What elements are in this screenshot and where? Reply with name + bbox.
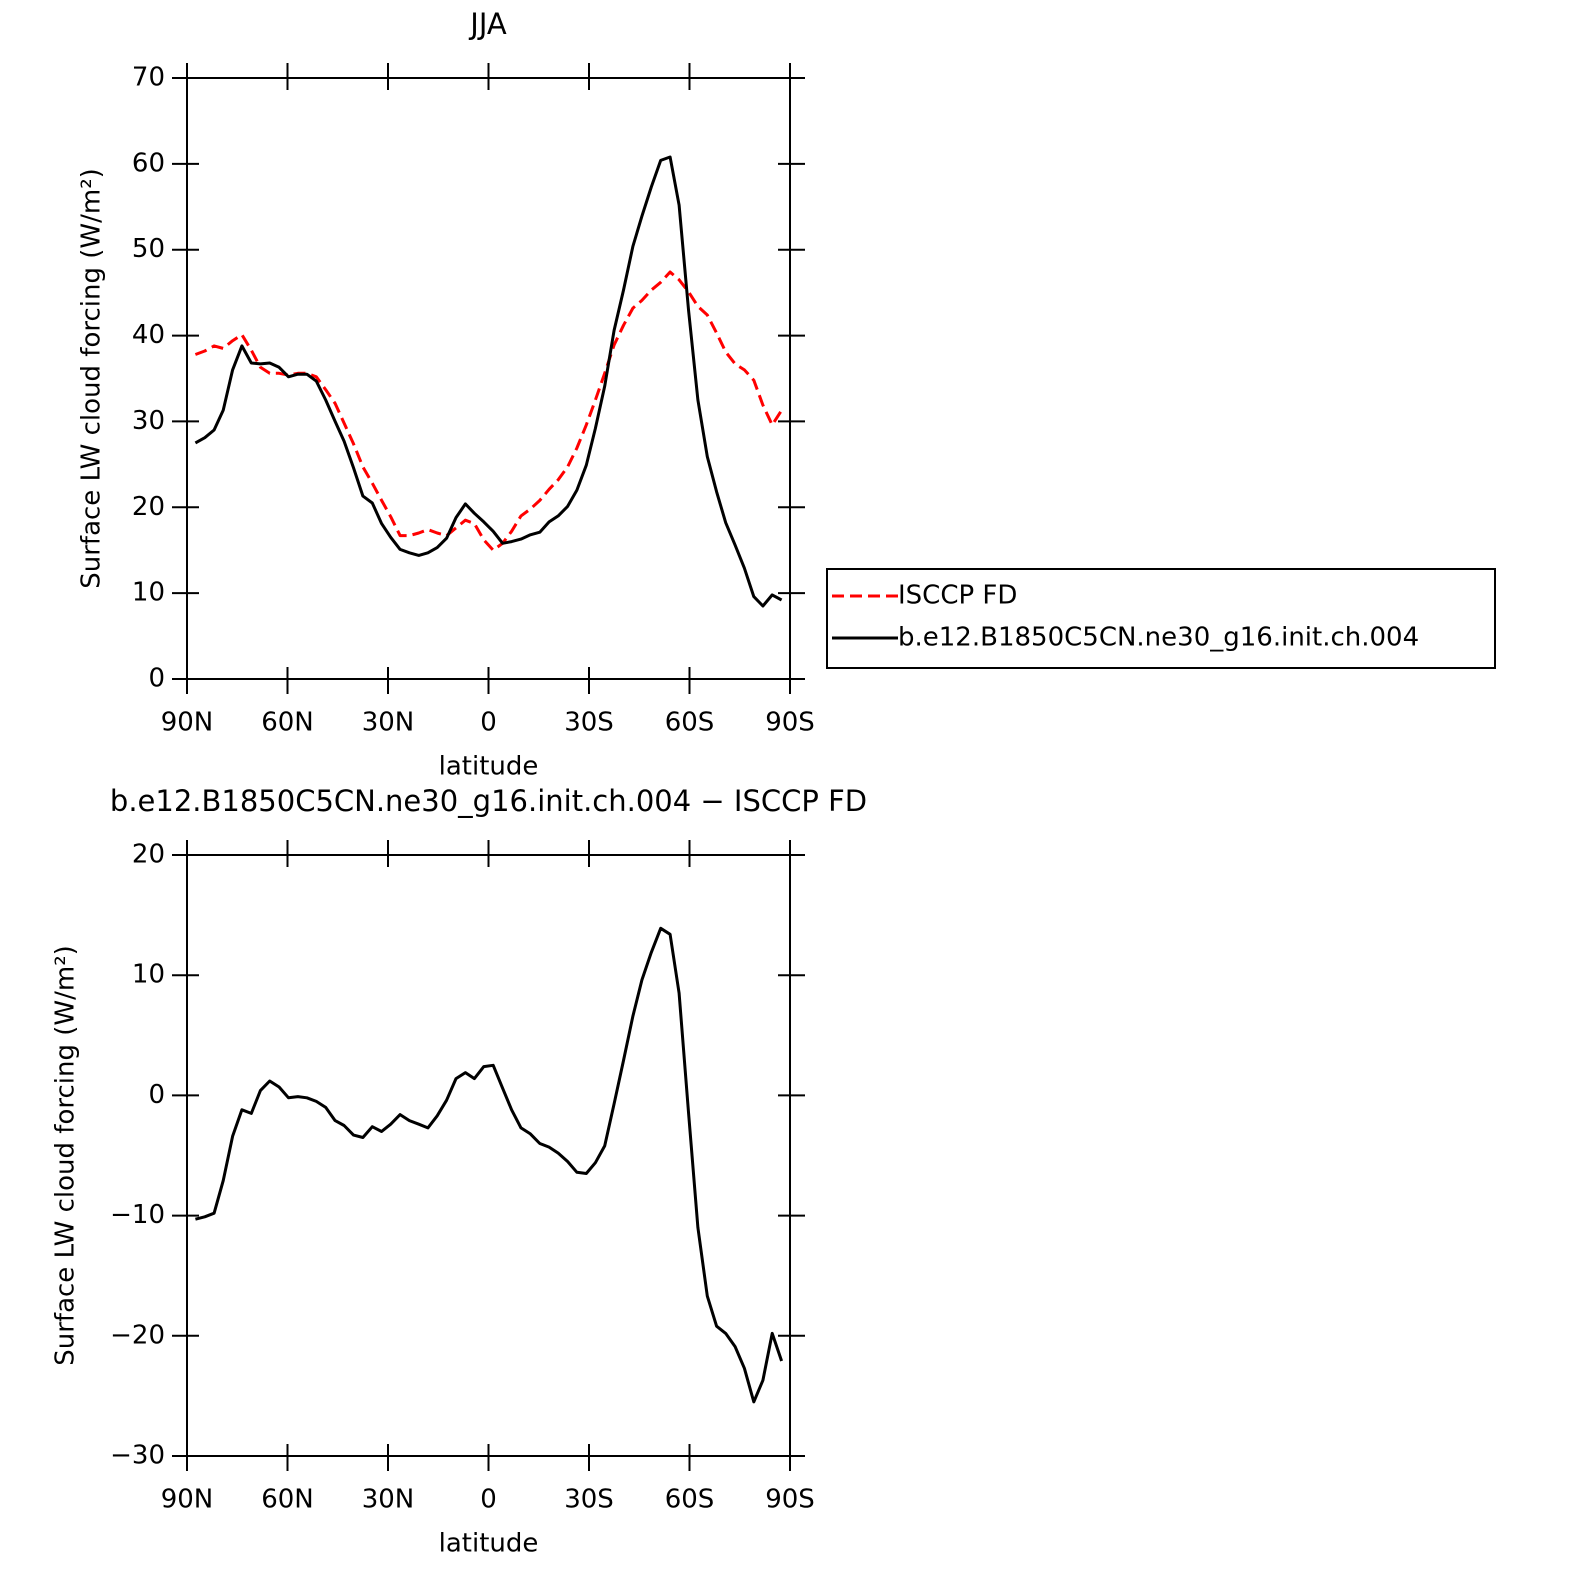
- x-axis-label: latitude: [439, 1529, 539, 1559]
- y-tick-label: −10: [110, 1200, 165, 1230]
- data-line: [195, 926, 784, 1404]
- x-tick-label: 30S: [564, 708, 614, 738]
- x-tick-label: 30S: [564, 1485, 614, 1515]
- x-tick-label: 0: [480, 708, 497, 738]
- legend-label: b.e12.B1850C5CN.ne30_g16.init.ch.004: [898, 623, 1419, 653]
- legend-label: ISCCP FD: [898, 581, 1017, 611]
- x-tick-label: 30N: [362, 708, 415, 738]
- x-tick-label: 30N: [362, 1485, 415, 1515]
- x-tick-label: 90S: [765, 708, 815, 738]
- y-tick-label: 10: [132, 578, 165, 608]
- x-tick-label: 90S: [765, 1485, 815, 1515]
- x-tick-label: 60N: [261, 708, 314, 738]
- y-tick-label: 20: [132, 492, 165, 522]
- y-axis-label: Surface LW cloud forcing (W/m²): [51, 945, 81, 1366]
- y-tick-label: 0: [148, 1080, 165, 1110]
- y-axis-label: Surface LW cloud forcing (W/m²): [77, 168, 107, 589]
- y-tick-label: 50: [132, 234, 165, 264]
- chart-title: b.e12.B1850C5CN.ne30_g16.init.ch.004 − I…: [110, 784, 867, 818]
- legend-box: [826, 568, 1496, 669]
- plot-frame: [186, 77, 791, 680]
- y-tick-label: 40: [132, 320, 165, 350]
- y-tick-label: 10: [132, 960, 165, 990]
- chart-title: JJA: [468, 7, 507, 41]
- y-tick-label: 60: [132, 148, 165, 178]
- x-tick-label: 90N: [161, 1485, 214, 1515]
- data-line: [194, 155, 783, 608]
- y-tick-label: 70: [132, 63, 165, 93]
- x-tick-label: 60N: [261, 1485, 314, 1515]
- plot-frame: [186, 854, 791, 1457]
- y-tick-label: 20: [132, 840, 165, 870]
- x-tick-label: 0: [480, 1485, 497, 1515]
- y-tick-label: −20: [110, 1320, 165, 1350]
- x-tick-label: 60S: [665, 1485, 715, 1515]
- x-tick-label: 90N: [161, 708, 214, 738]
- x-axis-label: latitude: [439, 752, 539, 782]
- y-tick-label: 0: [148, 664, 165, 694]
- y-tick-label: −30: [110, 1441, 165, 1471]
- data-line: [194, 270, 783, 552]
- x-tick-label: 60S: [665, 708, 715, 738]
- y-tick-label: 30: [132, 406, 165, 436]
